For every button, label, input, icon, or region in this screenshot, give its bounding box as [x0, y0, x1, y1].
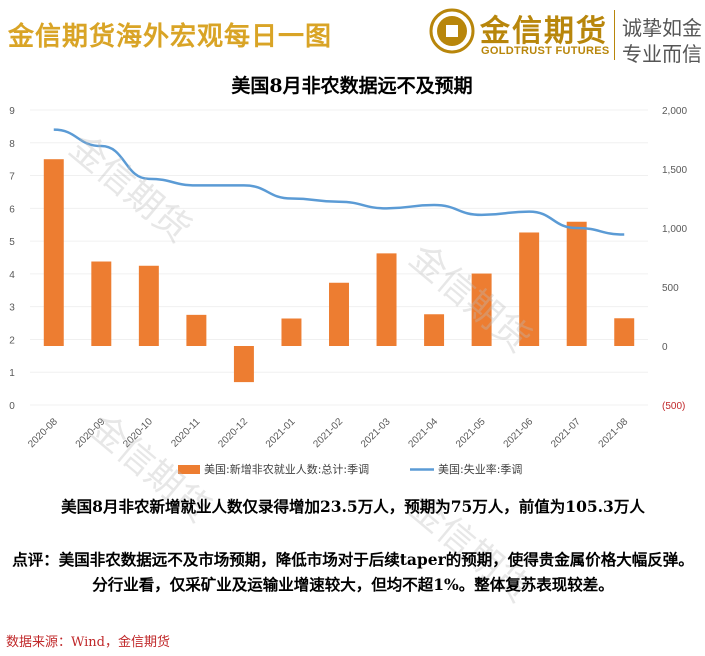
- x-axis-tick-label: 2021-03: [359, 416, 393, 450]
- x-axis-tick-label: 2020-11: [169, 416, 203, 450]
- bar: [138, 265, 159, 346]
- left-axis-tick-label: 7: [9, 172, 15, 183]
- bar: [329, 282, 349, 346]
- bar: [186, 314, 207, 346]
- header-title: 金信期货海外宏观每日一图: [8, 22, 333, 52]
- bar: [424, 314, 445, 346]
- logo-text-cn: 金信期货: [480, 14, 608, 49]
- bar: [376, 253, 397, 346]
- slogan-line1: 诚挚如金: [622, 16, 702, 40]
- chart: 美国8月非农数据远不及预期 0 1 2 3 4 5 6 7 8 9 (500) 0 500 1,000 1,…: [9, 74, 687, 476]
- logo-divider: [614, 10, 615, 60]
- left-axis-tick-label: 2: [9, 335, 15, 346]
- bar: [471, 273, 492, 346]
- x-axis-tick-label: 2021-01: [264, 416, 298, 450]
- bar-series: [43, 159, 635, 383]
- left-axis-tick-label: 3: [9, 303, 15, 314]
- comment: 点评：美国非农数据远不及市场预期，降低市场对于后续taper的预期，使得贵金属价…: [12, 550, 694, 594]
- left-axis-tick-label: 5: [9, 237, 15, 248]
- bar: [566, 221, 587, 346]
- right-axis-tick-label: 2,000: [662, 106, 687, 117]
- legend: 美国:新增非农就业人数:总计:季调 美国:失业率:季调: [178, 462, 522, 476]
- x-axis-tick-label: 2021-05: [454, 416, 488, 450]
- legend-label-line: 美国:失业率:季调: [438, 462, 522, 476]
- chart-title: 美国8月非农数据远不及预期: [231, 74, 472, 97]
- x-axis-tick-label: 2021-07: [549, 416, 583, 450]
- left-axis-tick-label: 1: [9, 368, 15, 379]
- x-axis-tick-label: 2021-02: [311, 416, 345, 450]
- right-axis-tick-label: (500): [662, 401, 685, 412]
- x-axis-tick-label: 2021-08: [597, 416, 631, 450]
- legend-label-bar: 美国:新增非农就业人数:总计:季调: [204, 462, 369, 476]
- x-axis-tick-label: 2020-08: [26, 416, 60, 450]
- line-series-path: [53, 128, 625, 236]
- bar: [91, 261, 112, 346]
- gridlines: [30, 109, 648, 406]
- left-axis-tick-label: 4: [9, 270, 15, 281]
- bar: [614, 318, 635, 346]
- line-series: [53, 128, 625, 236]
- left-axis-tick-label: 9: [9, 106, 15, 117]
- right-axis-tick-label: 0: [662, 342, 668, 353]
- logo-emblem-icon: [429, 8, 475, 54]
- bar: [519, 232, 540, 346]
- left-axis-tick-label: 0: [9, 401, 15, 412]
- caption: 美国8月非农新增就业人数仅录得增加23.5万人，预期为75万人，前值为105.3…: [61, 497, 645, 516]
- right-axis-tick-label: 1,000: [662, 224, 687, 235]
- bar: [43, 159, 64, 346]
- source-note: 数据来源：Wind，金信期货: [6, 635, 170, 650]
- left-axis-tick-label: 8: [9, 139, 15, 150]
- bar: [281, 318, 302, 346]
- legend-swatch-bar: [178, 465, 200, 474]
- x-axis-tick-label: 2021-06: [502, 416, 536, 450]
- left-axis-tick-label: 6: [9, 204, 15, 215]
- bar: [233, 346, 254, 383]
- x-axis-tick-label: 2021-04: [406, 416, 440, 450]
- right-axis-tick-label: 1,500: [662, 165, 687, 176]
- x-axis-tick-label: 2020-12: [216, 416, 250, 450]
- header: 金信期货海外宏观每日一图 金信期货 GOLDTRUST FUTURES 诚挚如金…: [0, 0, 705, 70]
- logo-text-en: GOLDTRUST FUTURES: [481, 45, 610, 57]
- right-axis-tick-label: 500: [662, 283, 679, 294]
- slogan-line2: 专业而信: [622, 42, 702, 66]
